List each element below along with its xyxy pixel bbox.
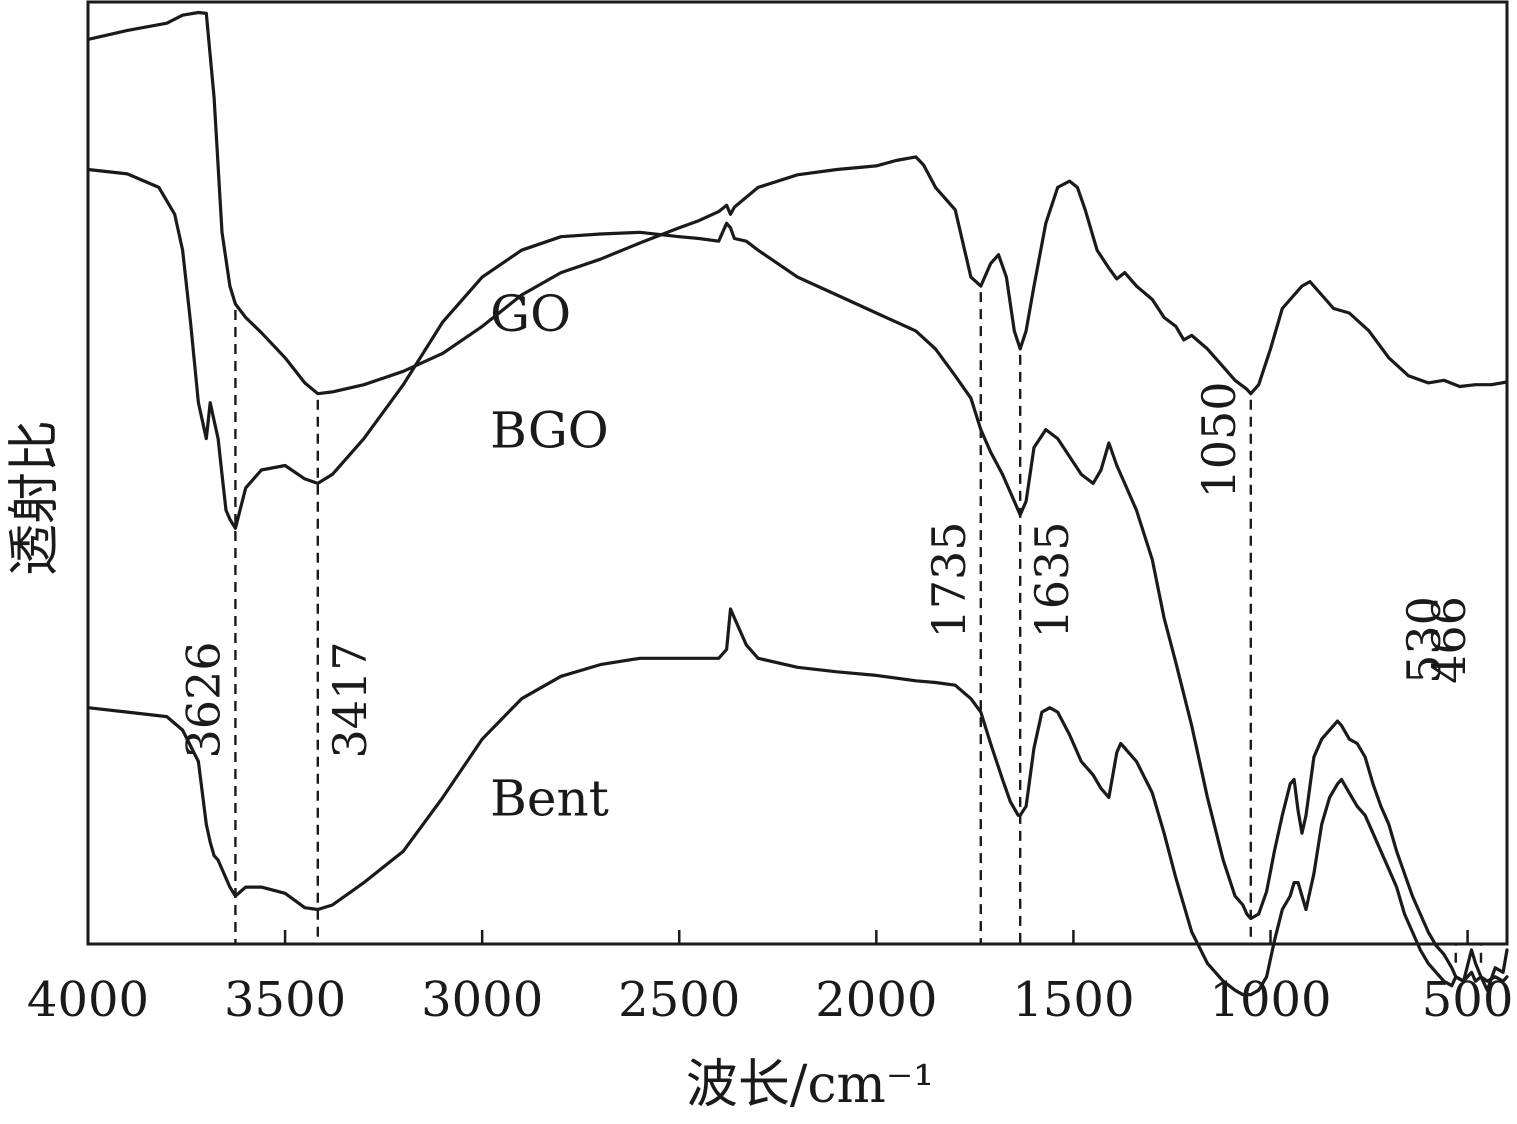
y-axis-title: 透射比	[5, 420, 65, 576]
x-tick-label-3500: 3500	[224, 972, 346, 1028]
x-tick-label-2500: 2500	[618, 972, 740, 1028]
x-axis-title: 波长/cm⁻¹	[686, 1055, 934, 1115]
series-label-bgo: BGO	[490, 402, 609, 460]
x-tick-label-2000: 2000	[815, 972, 937, 1028]
x-tick-label-500: 500	[1422, 972, 1514, 1028]
series-label-go: GO	[490, 285, 571, 343]
peak-label-530: 530	[1397, 596, 1451, 684]
series-line-bent	[86, 607, 1509, 997]
x-axis-tick-labels: 4000 3500 3000 2500 2000 1500 1000 500	[27, 972, 1513, 1028]
peak-label-3626: 3626	[176, 641, 230, 758]
peak-label-3417: 3417	[323, 641, 377, 758]
series-labels: GO BGO Bent	[490, 285, 609, 827]
peak-label-1735: 1735	[922, 521, 976, 638]
peak-label-1635: 1635	[1025, 521, 1079, 638]
x-tick-label-1000: 1000	[1209, 972, 1331, 1028]
spectrum-curves	[86, 10, 1509, 997]
x-axis-ticks	[86, 930, 1469, 944]
x-tick-label-1500: 1500	[1012, 972, 1134, 1028]
x-tick-label-3000: 3000	[421, 972, 543, 1028]
peak-label-1050: 1050	[1192, 381, 1246, 498]
series-line-go	[86, 10, 1509, 396]
reference-lines	[234, 292, 1483, 963]
series-label-bent: Bent	[490, 769, 609, 827]
series-line-bgo	[86, 167, 1509, 992]
plot-frame	[86, 0, 1509, 946]
x-tick-label-4000: 4000	[27, 972, 149, 1028]
peak-label-466: 466	[1422, 596, 1476, 684]
